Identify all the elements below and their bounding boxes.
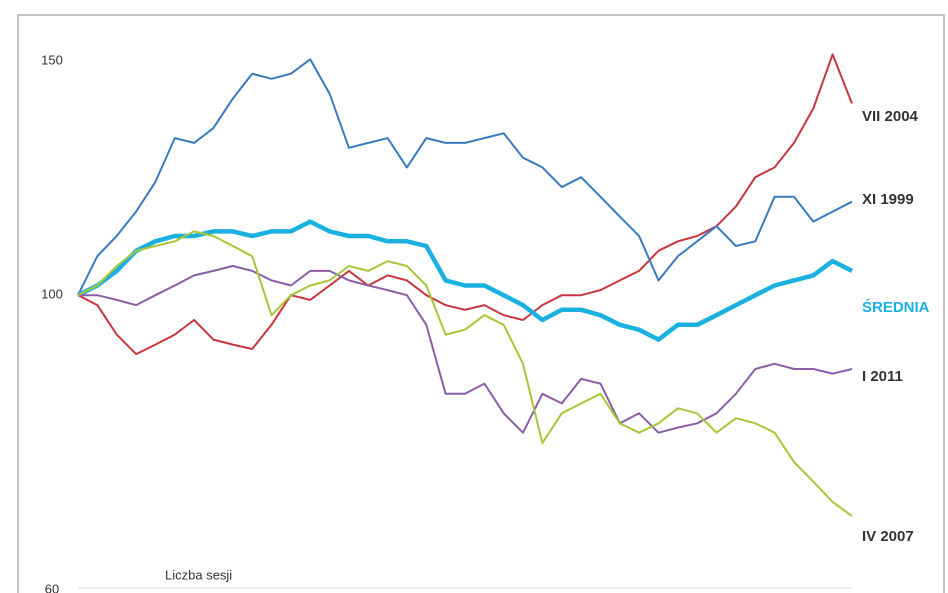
series-line: [77, 230, 853, 517]
series-line: [77, 58, 853, 296]
series-line: [78, 265, 853, 434]
series-line: [77, 53, 853, 356]
series-label: VII 2004: [862, 108, 919, 125]
y-tick-label: 100: [41, 287, 63, 302]
y-tick-label: 60: [45, 581, 59, 593]
frame: [17, 14, 945, 593]
series-label: IV 2007: [862, 528, 914, 545]
x-axis-label: Liczba sesji: [165, 567, 232, 582]
y-tick-label: 150: [41, 53, 63, 68]
series-line: [76, 219, 854, 342]
series-label: XI 1999: [862, 191, 914, 208]
series-label: I 2011: [862, 368, 903, 385]
series-label: ŚREDNIA: [862, 298, 930, 316]
